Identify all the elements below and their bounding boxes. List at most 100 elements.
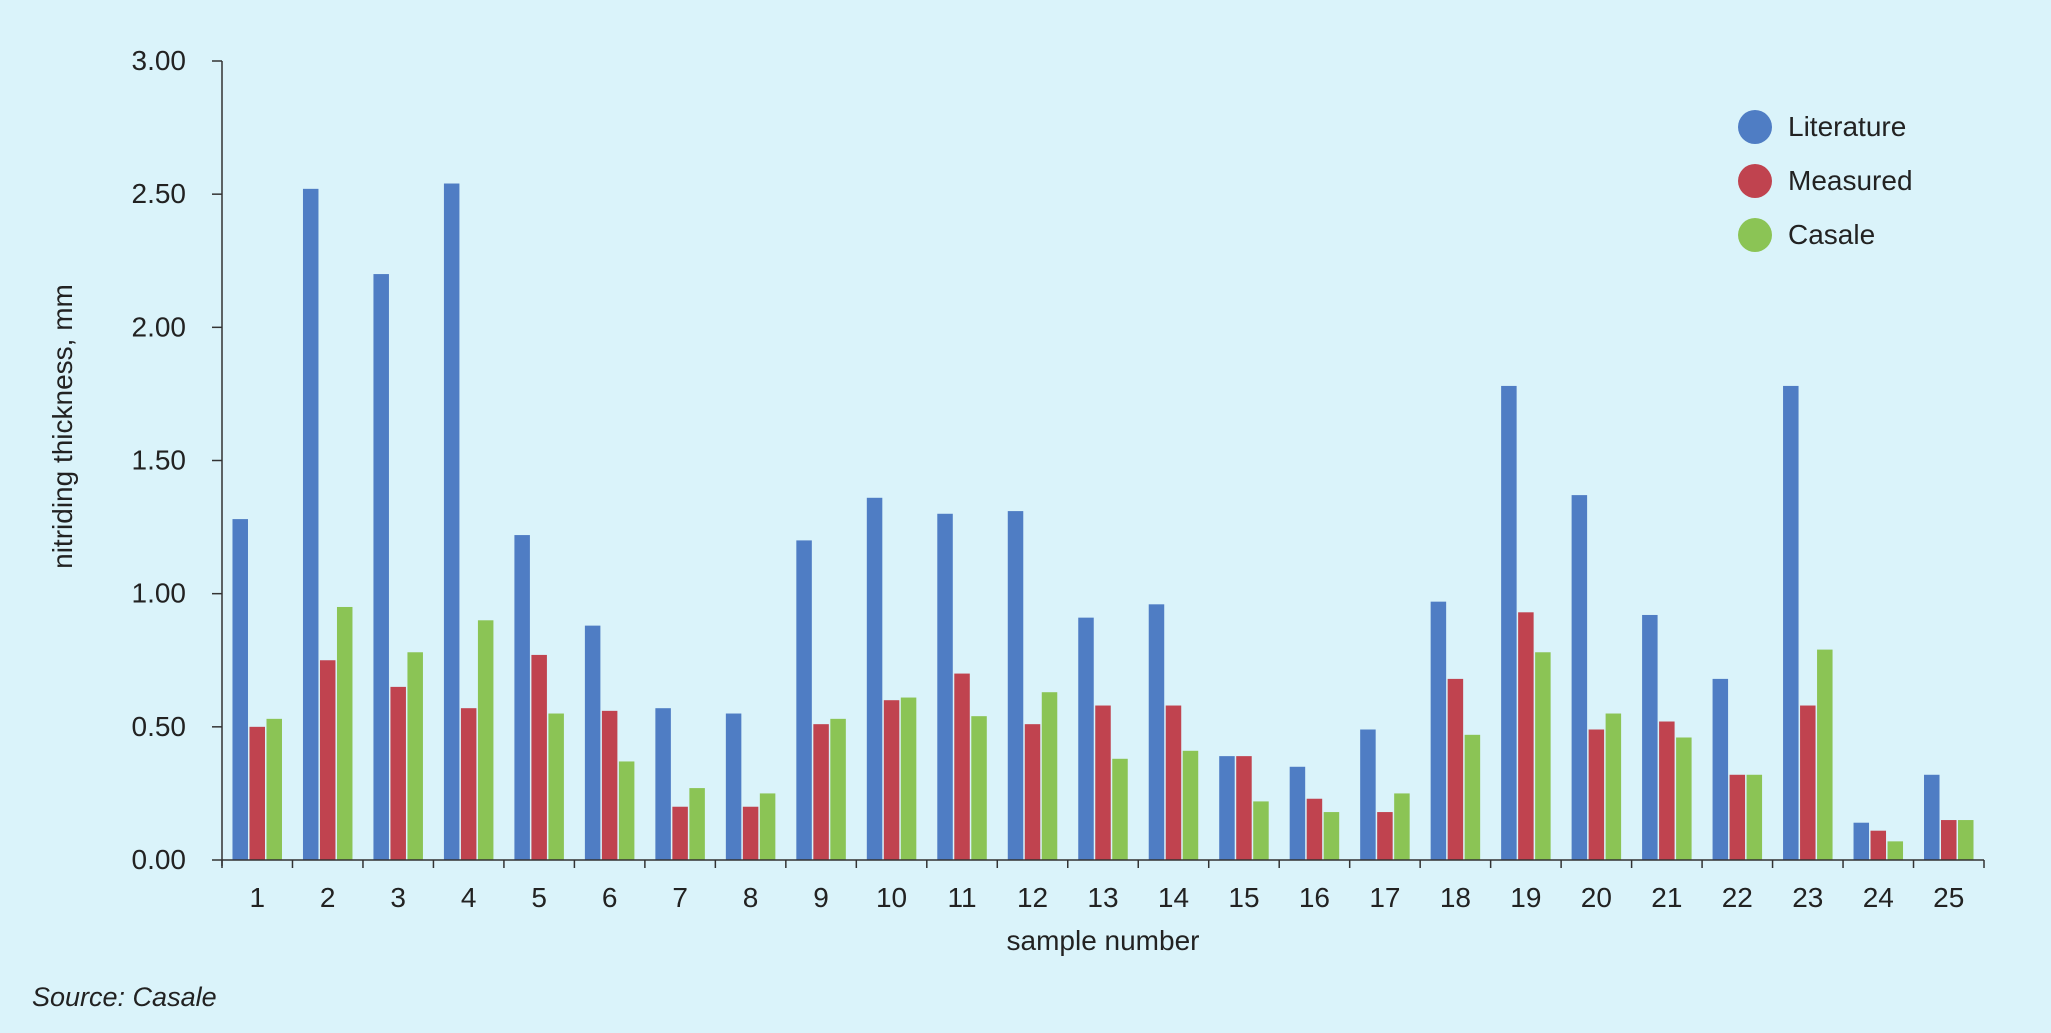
bar-casale-3 <box>407 652 423 860</box>
legend-label-casale: Casale <box>1788 219 1875 250</box>
bar-measured-17 <box>1377 812 1393 860</box>
x-tick-label: 25 <box>1933 882 1964 913</box>
bar-literature-25 <box>1924 774 1940 860</box>
bar-casale-10 <box>900 697 917 860</box>
x-tick-label: 18 <box>1440 882 1471 913</box>
x-tick-label: 2 <box>320 882 336 913</box>
bar-measured-5 <box>531 654 547 860</box>
bar-measured-25 <box>1941 820 1957 860</box>
bar-literature-12 <box>1007 511 1024 860</box>
bar-literature-3 <box>373 274 389 860</box>
bar-measured-1 <box>249 726 265 860</box>
bar-literature-10 <box>866 497 883 860</box>
bar-literature-21 <box>1642 614 1658 860</box>
bar-literature-23 <box>1783 385 1799 860</box>
x-tick-label: 1 <box>249 882 265 913</box>
bar-measured-7 <box>672 806 688 860</box>
x-tick-label: 13 <box>1087 882 1118 913</box>
bar-measured-18 <box>1447 678 1464 860</box>
x-tick-label: 15 <box>1228 882 1259 913</box>
bar-casale-14 <box>1182 750 1199 860</box>
x-tick-label: 12 <box>1017 882 1048 913</box>
bars-layer <box>232 183 1974 861</box>
x-tick-label: 6 <box>602 882 618 913</box>
bar-literature-14 <box>1148 604 1165 860</box>
x-tick-label: 14 <box>1158 882 1189 913</box>
bar-casale-12 <box>1041 692 1058 860</box>
bar-literature-4 <box>443 183 460 860</box>
bar-measured-16 <box>1306 798 1323 860</box>
bar-literature-19 <box>1501 385 1517 860</box>
x-axis-title: sample number <box>1007 925 1200 956</box>
x-tick-label: 3 <box>390 882 406 913</box>
y-tick-label: 2.00 <box>132 311 187 342</box>
bar-casale-23 <box>1817 649 1833 860</box>
bar-casale-17 <box>1394 793 1410 860</box>
bar-casale-15 <box>1253 801 1269 860</box>
bar-literature-9 <box>796 540 812 860</box>
bar-casale-4 <box>477 620 494 860</box>
bar-casale-7 <box>689 788 705 860</box>
bar-literature-13 <box>1078 617 1094 860</box>
y-tick-label: 1.00 <box>132 578 187 609</box>
bar-casale-20 <box>1605 713 1622 860</box>
x-tick-label: 4 <box>461 882 477 913</box>
bar-measured-4 <box>460 708 477 860</box>
bar-measured-21 <box>1659 721 1675 860</box>
bar-literature-15 <box>1219 756 1235 860</box>
bar-measured-20 <box>1588 729 1605 860</box>
bar-measured-22 <box>1729 774 1746 860</box>
x-tick-label: 23 <box>1792 882 1823 913</box>
bar-casale-2 <box>336 606 353 860</box>
bar-casale-24 <box>1887 841 1904 860</box>
bar-literature-2 <box>302 188 319 861</box>
bar-measured-10 <box>883 700 900 860</box>
x-tick-label: 7 <box>672 882 688 913</box>
legend-swatch-literature <box>1738 110 1772 144</box>
bar-measured-8 <box>742 806 759 860</box>
bar-measured-2 <box>319 660 336 860</box>
legend: Literature Measured Casale <box>1738 110 1913 252</box>
x-tick-label: 19 <box>1510 882 1541 913</box>
x-tick-label: 9 <box>813 882 829 913</box>
bar-casale-5 <box>548 713 564 860</box>
x-tick-label: 20 <box>1581 882 1612 913</box>
y-tick-label: 1.50 <box>132 445 187 476</box>
x-tick-label: 5 <box>531 882 547 913</box>
x-tick-label: 10 <box>876 882 907 913</box>
bar-casale-9 <box>830 718 846 860</box>
x-tick-label: 8 <box>743 882 759 913</box>
bar-literature-20 <box>1571 495 1588 860</box>
legend-label-measured: Measured <box>1788 165 1913 196</box>
bar-measured-13 <box>1095 705 1111 860</box>
y-axis-title: nitriding thickness, mm <box>47 284 78 569</box>
bar-casale-13 <box>1112 758 1128 860</box>
bar-casale-1 <box>266 718 282 860</box>
y-tick-label: 0.50 <box>132 711 187 742</box>
bar-measured-23 <box>1800 705 1816 860</box>
bar-literature-24 <box>1853 822 1870 860</box>
bar-casale-18 <box>1464 734 1481 860</box>
x-tick-label: 21 <box>1651 882 1682 913</box>
axes-layer: 0.000.501.001.502.002.503.001 2 3 4 5 6 7 8 9 10 1… <box>47 45 1985 956</box>
bar-casale-11 <box>971 716 987 860</box>
bar-casale-16 <box>1323 812 1340 860</box>
legend-label-literature: Literature <box>1788 111 1906 142</box>
bar-measured-6 <box>601 710 618 860</box>
bar-casale-21 <box>1676 737 1692 860</box>
bar-measured-12 <box>1024 724 1041 860</box>
bar-literature-8 <box>725 713 742 860</box>
x-tick-label: 16 <box>1299 882 1330 913</box>
bar-casale-19 <box>1535 652 1551 860</box>
bar-measured-3 <box>390 686 406 860</box>
bar-measured-9 <box>813 724 829 860</box>
x-tick-label: 11 <box>948 882 977 913</box>
bar-literature-7 <box>655 708 671 860</box>
bar-casale-8 <box>759 793 776 860</box>
bar-measured-15 <box>1236 756 1252 860</box>
bar-literature-11 <box>937 513 953 860</box>
bar-measured-24 <box>1870 830 1887 860</box>
bar-measured-14 <box>1165 705 1182 860</box>
x-tick-label: 24 <box>1863 882 1894 913</box>
